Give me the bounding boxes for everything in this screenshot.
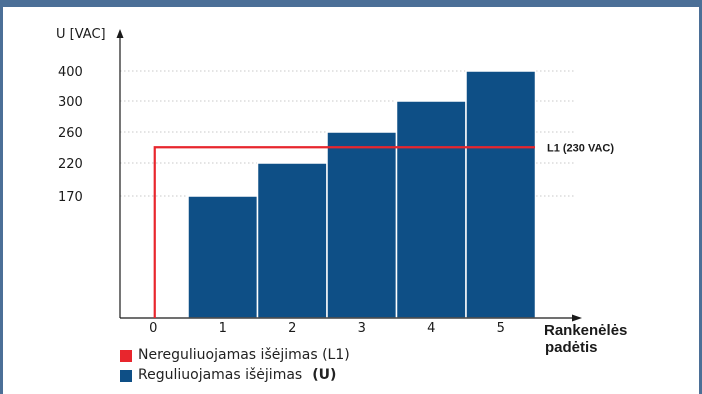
y-axis-title: U [VAC]	[56, 27, 106, 42]
x-tick-label-1: 1	[219, 321, 227, 336]
y-tick-label-170: 170	[58, 190, 83, 205]
l1-line-label: L1 (230 VAC)	[547, 142, 614, 154]
y-tick-label-260: 260	[58, 126, 83, 141]
x-tick-label-0: 0	[149, 321, 157, 336]
x-tick-label-3: 3	[358, 321, 366, 336]
x-tick-label-4: 4	[427, 321, 435, 336]
legend-swatch-blue	[120, 370, 132, 382]
bar-position-5	[465, 70, 537, 319]
bar-position-4	[395, 100, 467, 319]
legend-label-u-suffix: (U)	[312, 367, 337, 383]
bar-position-1	[187, 195, 259, 319]
window-left-border	[0, 0, 3, 394]
y-tick-label-220: 220	[58, 157, 83, 172]
legend-swatch-red	[120, 350, 132, 362]
x-tick-label-5: 5	[497, 321, 505, 336]
bars	[187, 70, 537, 319]
window-top-border	[0, 0, 702, 7]
legend-label-u-name: Reguliuojamas išėjimas	[138, 367, 303, 383]
y-axis-arrow-icon	[116, 29, 124, 38]
x-axis-title: Rankenėlės padėtis	[544, 322, 627, 356]
legend-label-u: Reguliuojamas išėjimas (U)	[138, 367, 336, 383]
l1-line	[153, 146, 535, 318]
y-tick-label-300: 300	[58, 95, 83, 110]
x-axis-title-line1: Rankenėlės	[544, 322, 628, 339]
x-axis-arrow-icon	[572, 314, 582, 322]
x-axis-title-line2: padėtis	[545, 339, 598, 356]
bar-position-2	[256, 162, 328, 319]
axes: U [VAC]	[56, 27, 582, 322]
tick-labels: 170 220 260 300 400 0 1 2 3 4 5	[58, 65, 505, 336]
window-right-border	[699, 0, 702, 394]
x-tick-label-2: 2	[288, 321, 296, 336]
l1-reference-line: L1 (230 VAC)	[153, 142, 614, 318]
y-tick-label-400: 400	[58, 65, 83, 80]
legend-label-l1: Nereguliuojamas išėjimas (L1)	[138, 347, 350, 363]
bar-position-3	[326, 131, 398, 319]
